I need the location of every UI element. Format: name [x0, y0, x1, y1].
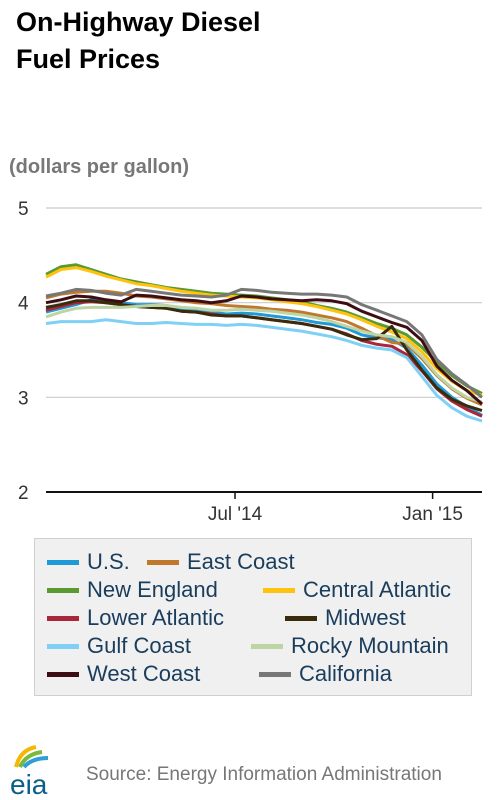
- legend-label: West Coast: [87, 661, 201, 686]
- y-tick-label-5: 5: [18, 199, 29, 220]
- legend-item-midwest: Midwest: [285, 605, 406, 631]
- series-line-california: [45, 287, 483, 399]
- series-line-rocky-mountain: [45, 304, 483, 404]
- legend-swatch: [147, 559, 179, 565]
- y-tick-label-3: 3: [18, 388, 29, 409]
- x-axis: Jul '14 Jan '15: [46, 491, 482, 525]
- legend-label: Midwest: [325, 605, 406, 630]
- source-note: Source: Energy Information Administratio…: [86, 764, 442, 785]
- eia-logo-icon: eia: [10, 745, 49, 798]
- legend-item-california: California: [259, 661, 392, 687]
- legend-label: Lower Atlantic: [87, 605, 224, 630]
- legend-item-central-atlantic: Central Atlantic: [263, 577, 451, 603]
- legend-swatch: [47, 671, 79, 677]
- footer: eia Source: Energy Information Administr…: [0, 742, 500, 800]
- legend-item-rocky-mountain: Rocky Mountain: [251, 633, 449, 659]
- series-line-midwest: [45, 299, 483, 413]
- y-tick-label-4: 4: [18, 294, 29, 315]
- series-line-u-s-: [45, 298, 483, 417]
- series-line-gulf-coast: [45, 318, 483, 423]
- legend-swatch: [259, 671, 291, 677]
- legend-item-east-coast: East Coast: [147, 549, 295, 575]
- x-tick-label-1: Jan '15: [402, 504, 463, 525]
- legend-swatch: [47, 559, 79, 565]
- logo-wordmark: eia: [10, 769, 48, 798]
- legend-label: U.S.: [87, 549, 130, 574]
- series-lines: [45, 263, 483, 423]
- legend-label: East Coast: [187, 549, 295, 574]
- title-line-1: On-Highway Diesel: [16, 7, 261, 37]
- line-chart: 2 3 4 5 Jul '14 Jan '15: [18, 199, 483, 525]
- y-axis: 2 3 4 5: [18, 199, 29, 504]
- legend-label: Central Atlantic: [303, 577, 451, 602]
- legend-swatch: [285, 615, 317, 621]
- legend-swatch: [47, 615, 79, 621]
- legend-label: New England: [87, 577, 218, 602]
- title-line-2: Fuel Prices: [16, 44, 161, 74]
- legend-item-gulf-coast: Gulf Coast: [47, 633, 191, 659]
- series-line-west-coast: [45, 293, 483, 406]
- legend-swatch: [47, 643, 79, 649]
- legend-label: California: [299, 661, 392, 686]
- legend-swatch: [47, 587, 79, 593]
- chart-legend: U.S. East Coast New England Central Atlanti…: [34, 538, 472, 696]
- legend-swatch: [251, 643, 283, 649]
- x-tick-label-0: Jul '14: [208, 504, 263, 525]
- legend-item-new-england: New England: [47, 577, 218, 603]
- legend-swatch: [263, 587, 295, 593]
- legend-item-west-coast: West Coast: [47, 661, 200, 687]
- legend-item-lower-atlantic: Lower Atlantic: [47, 605, 224, 631]
- units-label: (dollars per gallon): [9, 156, 190, 178]
- legend-label: Rocky Mountain: [291, 633, 449, 658]
- chart-title: On-Highway Diesel Fuel Prices: [16, 4, 261, 78]
- legend-item-u-s-: U.S.: [47, 549, 130, 575]
- legend-label: Gulf Coast: [87, 633, 191, 658]
- y-tick-label-2: 2: [18, 483, 29, 504]
